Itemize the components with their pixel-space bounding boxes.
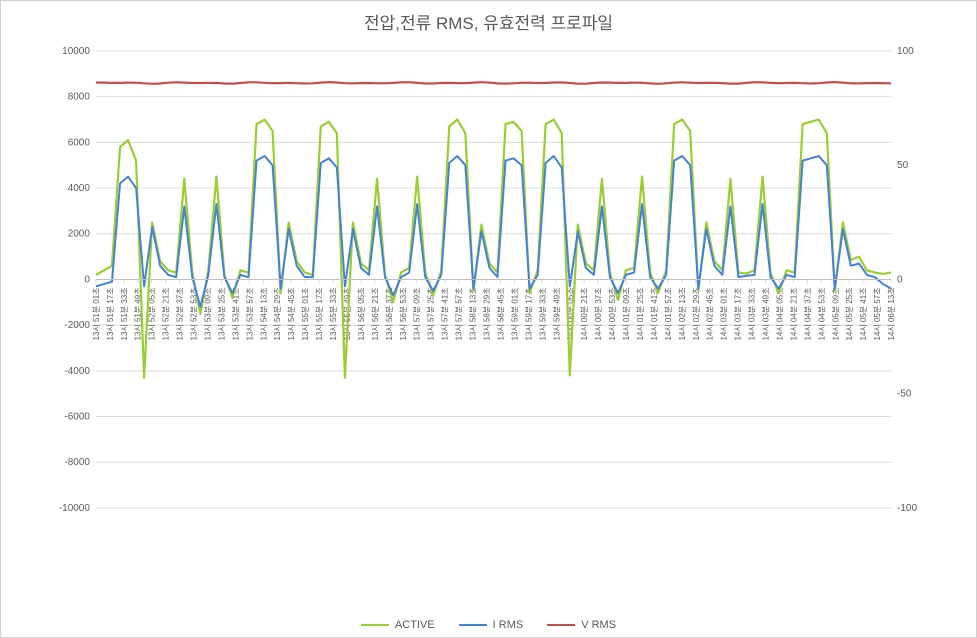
svg-text:13시 53분 57초: 13시 53분 57초: [245, 287, 254, 340]
svg-text:14시 05분 41초: 14시 05분 41초: [859, 287, 868, 340]
svg-text:14시 05분 09초: 14시 05분 09초: [831, 287, 840, 340]
svg-text:13시 55분 17초: 13시 55분 17초: [315, 287, 324, 340]
svg-text:13시 56분 05초: 13시 56분 05초: [357, 287, 366, 340]
legend-item-active: ACTIVE: [361, 619, 435, 631]
svg-text:2000: 2000: [68, 229, 91, 240]
svg-text:14시 05분 57초: 14시 05분 57초: [873, 287, 882, 340]
svg-text:13시 59분 01초: 13시 59분 01초: [510, 287, 519, 340]
chart-plot: -10000 -8000 -6000 -4000 -2000 0 2000 4000 6000 8…: [51, 41, 926, 598]
svg-text:14시 04분 21초: 14시 04분 21초: [789, 287, 798, 340]
svg-text:14시 04분 05초: 14시 04분 05초: [775, 287, 784, 340]
svg-text:13시 59분 49초: 13시 59분 49초: [552, 287, 561, 340]
legend-label: ACTIVE: [395, 619, 435, 631]
svg-text:14시 01분 57초: 14시 01분 57초: [664, 287, 673, 340]
svg-text:13시 54분 29초: 13시 54분 29초: [273, 287, 282, 340]
svg-text:14시 05분 25초: 14시 05분 25초: [845, 287, 854, 340]
svg-text:14시 01분 25초: 14시 01분 25초: [636, 287, 645, 340]
legend-swatch: [459, 624, 487, 626]
svg-text:-100: -100: [897, 503, 917, 514]
svg-text:13시 51분 33초: 13시 51분 33초: [120, 287, 129, 340]
svg-text:13시 55분 01초: 13시 55분 01초: [301, 287, 310, 340]
svg-text:13시 51분 01초: 13시 51분 01초: [92, 287, 101, 340]
svg-text:-50: -50: [897, 389, 912, 400]
svg-text:-10000: -10000: [59, 503, 90, 514]
svg-text:14시 04분 53초: 14시 04분 53초: [817, 287, 826, 340]
legend-item-irms: I RMS: [459, 619, 524, 631]
svg-text:14시 00분 21초: 14시 00분 21초: [580, 287, 589, 340]
svg-text:6000: 6000: [68, 137, 91, 148]
legend-swatch: [547, 624, 575, 626]
svg-text:13시 58분 45초: 13시 58분 45초: [496, 287, 505, 340]
legend: ACTIVE I RMS V RMS: [1, 619, 976, 631]
svg-text:13시 54분 45초: 13시 54분 45초: [287, 287, 296, 340]
svg-text:13시 56분 21초: 13시 56분 21초: [371, 287, 380, 340]
svg-text:13시 55분 33초: 13시 55분 33초: [329, 287, 338, 340]
svg-text:14시 02분 45초: 14시 02분 45초: [706, 287, 715, 340]
legend-item-vrms: V RMS: [547, 619, 616, 631]
svg-text:0: 0: [84, 274, 90, 285]
svg-text:13시 52분 21초: 13시 52분 21초: [162, 287, 171, 340]
svg-text:14시 03분 33초: 14시 03분 33초: [748, 287, 757, 340]
svg-text:13시 53분 25초: 13시 53분 25초: [217, 287, 226, 340]
legend-swatch: [361, 624, 389, 626]
svg-text:13시 57분 09초: 13시 57분 09초: [413, 287, 422, 340]
svg-text:14시 00분 37초: 14시 00분 37초: [594, 287, 603, 340]
chart-title: 전압,전류 RMS, 유효전력 프로파일: [1, 1, 976, 34]
svg-text:14시 03분 01초: 14시 03분 01초: [720, 287, 729, 340]
svg-text:13시 59분 17초: 13시 59분 17초: [524, 287, 533, 340]
svg-text:13시 59분 33초: 13시 59분 33초: [538, 287, 547, 340]
svg-text:14시 03분 49초: 14시 03분 49초: [762, 287, 771, 340]
svg-text:-4000: -4000: [64, 366, 90, 377]
svg-text:8000: 8000: [68, 92, 91, 103]
svg-text:4000: 4000: [68, 183, 91, 194]
svg-text:0: 0: [897, 274, 903, 285]
legend-label: V RMS: [581, 619, 616, 631]
svg-text:13시 58분 13초: 13시 58분 13초: [469, 287, 478, 340]
svg-text:14시 01분 41초: 14시 01분 41초: [650, 287, 659, 340]
svg-text:14시 02분 29초: 14시 02분 29초: [692, 287, 701, 340]
svg-text:14시 01분 09초: 14시 01분 09초: [622, 287, 631, 340]
legend-label: I RMS: [493, 619, 524, 631]
svg-text:13시 57분 41초: 13시 57분 41초: [441, 287, 450, 340]
svg-text:13시 54분 13초: 13시 54분 13초: [259, 287, 268, 340]
svg-text:50: 50: [897, 160, 909, 171]
svg-text:-6000: -6000: [64, 412, 90, 423]
svg-text:13시 57분 57초: 13시 57분 57초: [455, 287, 464, 340]
svg-text:13시 51분 17초: 13시 51분 17초: [106, 287, 115, 340]
svg-text:13시 52분 37초: 13시 52분 37초: [176, 287, 185, 340]
svg-text:-8000: -8000: [64, 457, 90, 468]
svg-text:10000: 10000: [62, 46, 90, 57]
svg-text:14시 02분 13초: 14시 02분 13초: [678, 287, 687, 340]
svg-text:100: 100: [897, 46, 914, 57]
svg-text:13시 58분 29초: 13시 58분 29초: [482, 287, 491, 340]
svg-text:13시 56분 53초: 13시 56분 53초: [399, 287, 408, 340]
svg-text:14시 06분 13초: 14시 06분 13초: [887, 287, 896, 340]
svg-text:14시 03분 17초: 14시 03분 17초: [734, 287, 743, 340]
chart-container: 전압,전류 RMS, 유효전력 프로파일 -10000-8000-6000-40…: [1, 1, 976, 637]
svg-text:14시 04분 37초: 14시 04분 37초: [803, 287, 812, 340]
svg-text:-2000: -2000: [64, 320, 90, 331]
